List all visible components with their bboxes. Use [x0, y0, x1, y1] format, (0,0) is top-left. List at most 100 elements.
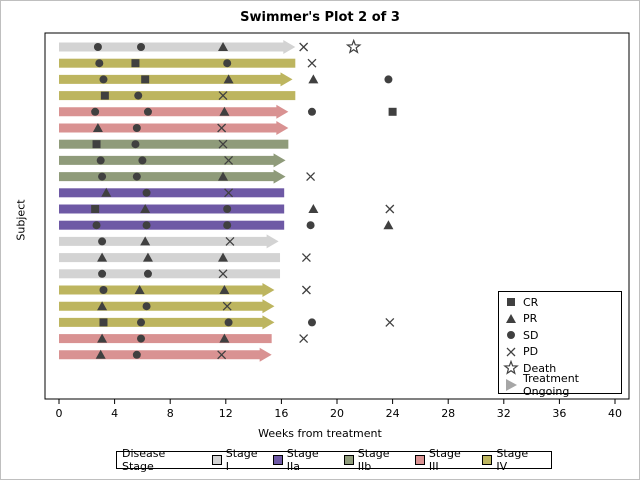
sd-marker	[95, 59, 104, 68]
sd-marker	[93, 43, 102, 51]
legend-label: SD	[523, 328, 539, 342]
pr-marker	[97, 252, 108, 262]
x-tick-label: 32	[497, 407, 511, 420]
stage-legend-item: Stage IIa	[272, 447, 335, 473]
pr-marker	[92, 123, 103, 132]
stage-swatch	[343, 455, 354, 465]
subject-bar	[59, 347, 272, 362]
cr-marker	[131, 59, 140, 68]
sd-marker	[138, 156, 147, 165]
legend-square-icon	[507, 298, 515, 306]
sd-marker	[307, 107, 316, 116]
subject-bar	[59, 40, 296, 54]
legend-symbol	[503, 311, 519, 327]
pr-marker	[142, 252, 153, 262]
legend-symbol	[503, 360, 519, 376]
stage-swatch	[211, 455, 222, 465]
pd-marker	[385, 317, 395, 327]
subject-bar	[59, 121, 289, 135]
legend-triangle-icon	[506, 313, 516, 323]
pd-marker	[306, 172, 316, 182]
pr-marker	[97, 301, 108, 311]
stage-legend-item: Stage III	[415, 447, 473, 473]
subject-bar	[59, 139, 289, 149]
pd-marker	[301, 285, 311, 295]
legend-item-cr: CR	[503, 294, 538, 310]
cr-marker	[388, 107, 397, 116]
pr-marker	[101, 187, 112, 197]
x-tick-label: 20	[330, 407, 344, 420]
pr-marker	[219, 285, 230, 294]
sd-marker	[143, 269, 152, 278]
x-tick-label: 4	[111, 407, 118, 420]
subject-bar	[59, 220, 285, 230]
pd-marker	[222, 301, 232, 311]
sd-marker	[223, 205, 232, 213]
pd-marker	[225, 236, 235, 246]
sd-marker	[143, 107, 152, 116]
death-marker	[345, 38, 362, 54]
stage-label: Stage IIa	[286, 447, 319, 473]
x-tick-label: 40	[608, 407, 622, 420]
sd-marker	[384, 75, 393, 84]
stage-swatch	[415, 455, 425, 465]
pr-marker	[308, 74, 319, 84]
sd-marker	[137, 318, 146, 327]
pr-marker	[219, 106, 230, 116]
pr-marker	[95, 349, 106, 359]
pd-marker	[224, 155, 234, 165]
legend-item-pd: PD	[503, 344, 538, 360]
pr-marker	[218, 42, 229, 51]
legend-item-sd: SD	[503, 327, 538, 343]
pd-marker	[307, 58, 317, 68]
legend-star-icon	[503, 360, 519, 375]
legend-label: CR	[523, 295, 539, 309]
stage-label: Stage IV	[496, 447, 529, 473]
pd-marker	[218, 269, 228, 279]
sd-marker	[224, 318, 233, 327]
subject-bar	[59, 334, 272, 344]
legend-label: PD	[523, 345, 539, 358]
chart-title: Swimmer's Plot 2 of 3	[240, 10, 400, 25]
pr-marker	[383, 220, 394, 230]
sd-marker	[142, 302, 151, 311]
pr-marker	[134, 285, 145, 294]
pd-marker	[224, 188, 234, 198]
sd-marker	[134, 91, 143, 100]
subject-bar	[59, 299, 275, 314]
pd-marker	[385, 204, 395, 214]
stage-legend-item: Stage IIb	[343, 447, 406, 473]
pd-marker	[217, 350, 227, 360]
legend-symbol	[503, 344, 519, 360]
legend-symbol	[503, 327, 519, 343]
pr-marker	[140, 204, 151, 213]
stage-legend-item: Stage I	[211, 447, 264, 473]
cr-marker	[141, 75, 150, 84]
pr-marker	[308, 204, 319, 213]
sd-marker	[223, 221, 232, 230]
sd-marker	[132, 172, 141, 181]
sd-marker	[142, 221, 151, 230]
x-tick-label: 24	[386, 407, 400, 420]
legend-label: Death	[523, 361, 557, 375]
subject-bar	[59, 58, 296, 68]
subject-bar	[59, 315, 275, 330]
x-tick-label: 12	[219, 407, 233, 420]
subject-bar	[59, 234, 279, 249]
pd-marker	[218, 139, 228, 149]
legend-label: PR	[523, 312, 538, 325]
stage-legend-item: Stage IV	[482, 447, 542, 473]
subject-bar	[59, 169, 286, 184]
legend-label: Treatment Ongoing	[523, 371, 579, 398]
subject-bar	[59, 283, 275, 297]
legend-item-death: Death	[503, 360, 556, 376]
sd-marker	[131, 140, 140, 149]
sd-marker	[98, 172, 107, 181]
legend-symbol	[503, 377, 519, 393]
x-tick-label: 0	[56, 407, 63, 420]
subject-bar	[59, 153, 286, 168]
cr-marker	[92, 140, 101, 149]
legend-x-icon	[506, 347, 516, 356]
x-tick-label: 8	[167, 407, 174, 420]
